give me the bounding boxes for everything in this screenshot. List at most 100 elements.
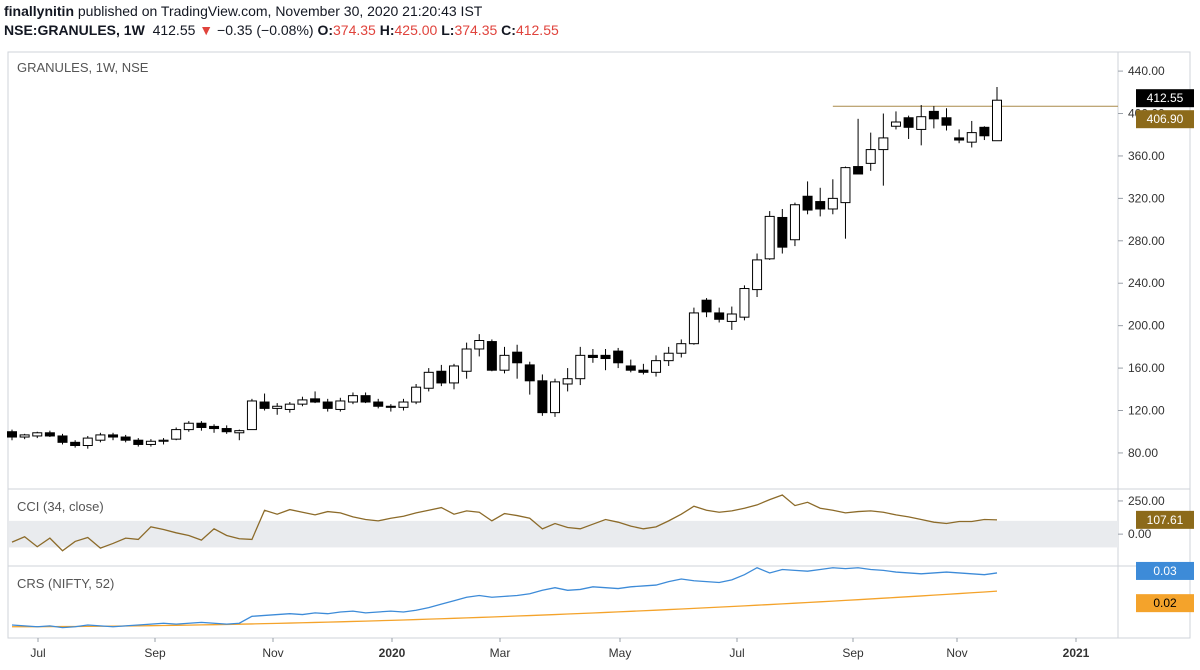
candle-body <box>802 195 813 211</box>
crs-value-tag-bg <box>1136 561 1194 580</box>
high-label: H: <box>379 22 395 38</box>
last-price-tag: 412.55 <box>1147 91 1184 105</box>
candle-body <box>600 354 611 360</box>
chart-border <box>7 51 1191 639</box>
price-tick-label: 320.00 <box>1128 191 1165 205</box>
candle-body <box>234 430 245 434</box>
candle-body <box>259 401 270 409</box>
time-tick-label: Nov <box>946 646 967 660</box>
time-tick-label: Sep <box>842 646 864 660</box>
candle-body <box>890 121 901 127</box>
candle-body <box>120 436 131 441</box>
candle-body <box>726 313 737 322</box>
crs-line <box>11 567 998 629</box>
price-tick-label: 280.00 <box>1128 234 1165 248</box>
high-value: 425.00 <box>394 22 438 38</box>
cci-value-tag: 107.61 <box>1147 513 1184 527</box>
close-label: C: <box>501 22 516 38</box>
reference-price-tag-bg <box>1136 110 1194 129</box>
candle-body <box>70 441 81 447</box>
candle-body <box>82 437 93 447</box>
candle-body <box>676 343 687 354</box>
published-text: published on TradingView.com, November 3… <box>77 3 483 19</box>
time-tick-label: May <box>609 646 632 660</box>
candle-body <box>7 431 17 438</box>
candle-body <box>928 110 939 120</box>
candle-body <box>499 354 510 371</box>
candle-body <box>979 126 990 137</box>
candle-body <box>209 425 220 430</box>
candle-body <box>171 429 182 440</box>
candle-body <box>44 432 55 437</box>
symbol-label: NSE:GRANULES, 1W <box>4 22 145 38</box>
pane-frames <box>7 51 1191 639</box>
candle-body <box>739 288 750 318</box>
candle-body <box>789 204 800 241</box>
reference-price-tag: 406.90 <box>1147 112 1184 126</box>
time-tick-label: 2021 <box>1063 646 1090 660</box>
candle-body <box>688 312 699 345</box>
cci-tick-label: 0.00 <box>1128 527 1152 541</box>
cci-line <box>11 494 998 552</box>
candle-body <box>550 381 561 414</box>
candle-body <box>474 340 485 350</box>
cci-value-tag-bg <box>1136 510 1194 529</box>
candle-body <box>663 352 674 362</box>
crs-ma-tag: 0.02 <box>1153 596 1177 610</box>
cci-title: CCI (34, close) <box>17 499 104 514</box>
candle-body <box>840 167 851 204</box>
candle-body <box>701 299 712 313</box>
candle-body <box>322 401 333 409</box>
candle-body <box>903 117 914 128</box>
crs-value-tag: 0.03 <box>1153 564 1177 578</box>
low-label: L: <box>441 22 455 38</box>
author-name[interactable]: finallynitin <box>4 3 74 19</box>
candle-body <box>651 360 662 373</box>
change-down-arrow-icon: ▼ <box>199 22 214 38</box>
price-tick-label: 200.00 <box>1128 319 1165 333</box>
price-tick-label: 80.00 <box>1128 446 1158 460</box>
price-tags: 412.55 406.90 <box>1136 89 1194 129</box>
time-tick-label: Sep <box>144 646 166 660</box>
cci-axis: 250.00 0.00 <box>1118 494 1165 541</box>
candle-body <box>827 197 838 210</box>
cci-tick-label: 250.00 <box>1128 494 1165 508</box>
candle-body <box>966 132 977 143</box>
price-tick-label: 240.00 <box>1128 276 1165 290</box>
candlestick-series <box>7 87 1002 449</box>
candle-body <box>524 364 535 382</box>
candle-body <box>284 403 295 410</box>
price-tick-label: 360.00 <box>1128 149 1165 163</box>
candle-body <box>398 401 409 408</box>
cci-last-tag: 107.61 <box>1136 510 1194 529</box>
candle-body <box>310 398 321 403</box>
candle-body <box>853 166 864 175</box>
candle-body <box>486 341 497 371</box>
candle-body <box>625 365 636 371</box>
time-tick-label: Mar <box>490 646 511 660</box>
candle-body <box>158 439 169 442</box>
candle-body <box>562 378 573 385</box>
candle-body <box>436 370 447 384</box>
time-tick-label: 2020 <box>379 646 406 660</box>
candle-body <box>335 400 346 410</box>
candle-body <box>385 405 396 408</box>
candle-body <box>57 435 68 443</box>
candle-body <box>587 354 598 358</box>
candle-body <box>347 395 358 403</box>
price-tick-label: 440.00 <box>1128 64 1165 78</box>
symbol-line: NSE:GRANULES, 1W 412.55 ▼ −0.35 (−0.08%)… <box>4 22 559 38</box>
crs-tags: 0.03 0.02 <box>1136 561 1194 613</box>
candle-body <box>878 137 889 151</box>
candle-body <box>95 434 106 441</box>
crs-title: CRS (NIFTY, 52) <box>17 576 114 591</box>
close-value: 412.55 <box>515 22 559 38</box>
open-value: 374.35 <box>333 22 376 38</box>
last-price-tag-bg <box>1136 89 1194 108</box>
candle-body <box>360 395 371 403</box>
candle-body <box>865 149 876 164</box>
candle-body <box>777 216 788 248</box>
low-value: 374.35 <box>454 22 498 38</box>
crs-ma-tag-bg <box>1136 594 1194 613</box>
